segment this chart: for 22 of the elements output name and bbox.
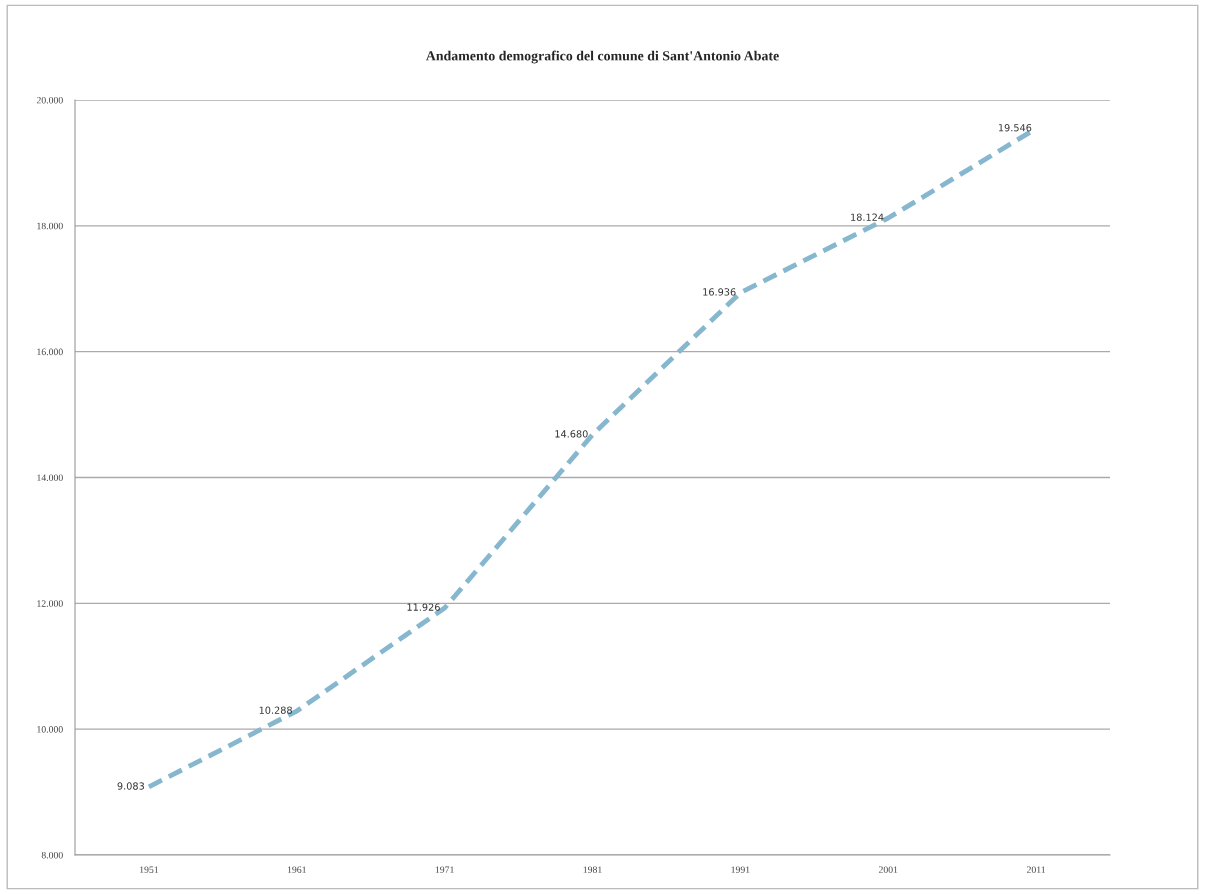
x-tick-label: 1991 xyxy=(731,866,750,873)
data-label: 18.124 xyxy=(851,213,884,221)
x-tick-label: 2011 xyxy=(1026,866,1046,873)
y-tick-label: 10.000 xyxy=(37,726,63,733)
x-tick-label: 2001 xyxy=(878,866,898,873)
y-tick-label: 12.000 xyxy=(37,600,63,607)
y-tick-label: 18.000 xyxy=(37,222,63,230)
x-tick-label: 1951 xyxy=(140,866,159,873)
y-tick-label: 20.000 xyxy=(36,96,63,104)
y-tick-label: 8.000 xyxy=(41,851,63,859)
data-label: 16.936 xyxy=(703,288,736,296)
data-label: 9.083 xyxy=(117,782,144,790)
data-label: 10.288 xyxy=(259,706,292,714)
x-tick-label: 1971 xyxy=(435,866,454,873)
data-label: 14.680 xyxy=(555,430,588,438)
y-tick-label: 16.000 xyxy=(37,348,63,356)
y-tick-label: 14.000 xyxy=(37,474,63,482)
data-label: 11.926 xyxy=(407,603,440,611)
x-tick-label: 1961 xyxy=(287,866,306,873)
chart-title: Andamento demografico del comune di Sant'Antonio Abate xyxy=(425,50,779,64)
x-tick-label: 1981 xyxy=(583,866,602,873)
data-label: 19.546 xyxy=(998,124,1032,132)
